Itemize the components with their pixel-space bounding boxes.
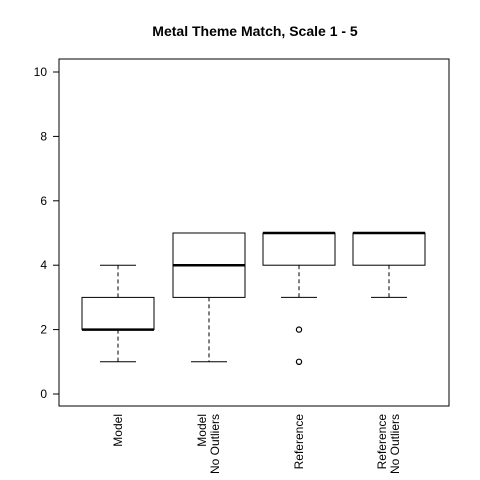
x-category-label: Model [195,414,209,447]
plot-frame [58,58,450,407]
box-2 [172,232,246,363]
y-axis: 0 2 4 6 8 10 [34,65,59,401]
x-category-label: No Outliers [388,414,402,474]
x-category-label: Model [111,414,125,447]
outlier-point [295,358,303,365]
y-tick-label: 10 [34,65,48,79]
x-category-label: No Outliers [208,414,222,474]
x-category-label: Reference [292,414,306,470]
box-1 [81,264,155,363]
x-category-label: Reference [375,414,389,470]
box-iqr [262,232,336,266]
box-3 [262,231,336,365]
y-tick-label: 4 [40,258,47,272]
x-axis-labels: Model Model No Outliers Reference Reference N… [111,414,402,474]
y-tick-label: 6 [40,194,47,208]
outlier-point [295,326,303,333]
box-group [81,231,426,365]
box-iqr [352,232,426,266]
y-tick-label: 8 [40,129,47,143]
y-tick-label: 0 [40,387,47,401]
box-iqr [81,296,155,331]
box-4 [352,231,426,298]
y-tick-label: 2 [40,323,47,337]
chart-title: Metal Theme Match, Scale 1 - 5 [152,23,358,39]
